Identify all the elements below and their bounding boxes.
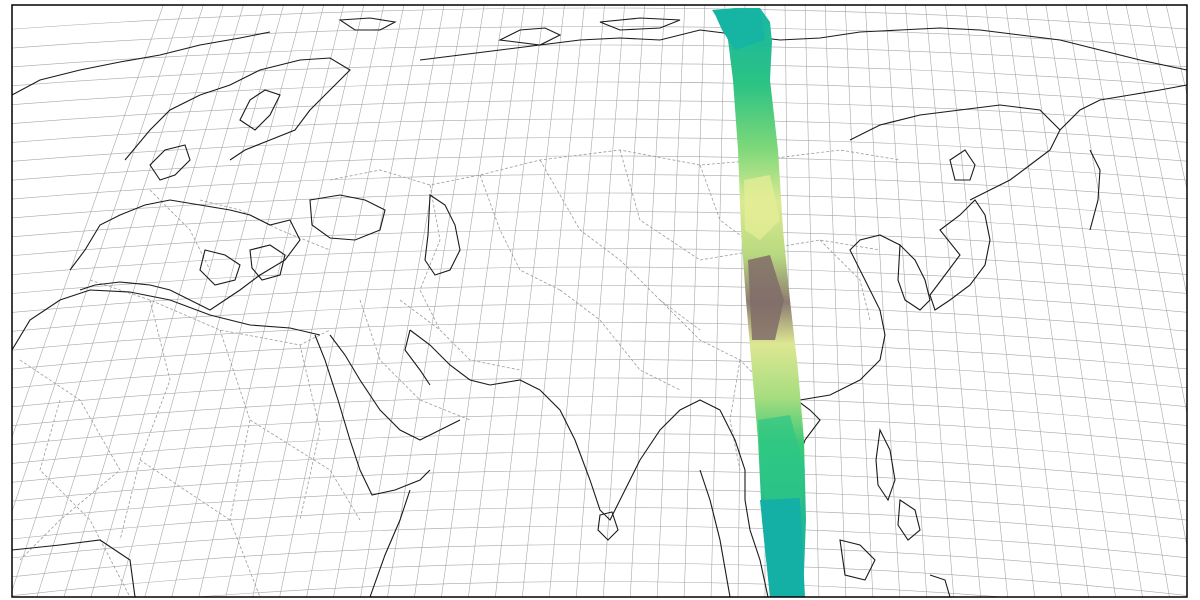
- coastlines: [12, 17, 1187, 597]
- parallel-line: [12, 118, 1187, 143]
- meridian-line: [1025, 5, 1116, 597]
- meridian-line: [171, 5, 325, 597]
- meridian-line: [885, 5, 928, 597]
- meridian-line: [12, 5, 204, 592]
- parallel-line: [12, 340, 1187, 370]
- parallel-line: [12, 229, 1187, 257]
- parallel-line: [12, 396, 1187, 427]
- meridian-line: [414, 5, 505, 597]
- meridian-line: [63, 5, 244, 597]
- parallel-line: [12, 7, 1187, 30]
- meridian-line: [683, 5, 706, 597]
- meridian-line: [306, 5, 425, 597]
- parallel-line: [12, 81, 1187, 105]
- parallel-line: [12, 248, 1187, 275]
- meridian-line: [12, 5, 184, 513]
- parallel-line: [193, 581, 1007, 597]
- meridian-line: [965, 5, 1035, 597]
- parallel-line: [12, 137, 1187, 162]
- map-frame-border: [11, 4, 1188, 598]
- meridian-line: [864, 5, 901, 597]
- meridian-line: [985, 5, 1062, 597]
- parallel-line: [12, 470, 1187, 502]
- meridian-line: [1125, 5, 1187, 297]
- parallel-line: [12, 544, 1187, 578]
- meridian-line: [1105, 5, 1187, 415]
- meridian-line: [90, 5, 264, 597]
- meridian-line: [844, 5, 874, 597]
- country-borders: [19, 149, 901, 597]
- meridian-line: [387, 5, 485, 597]
- parallel-line: [12, 433, 1187, 464]
- meridian-line: [925, 5, 982, 597]
- meridian-line: [36, 5, 224, 597]
- parallel-line: [12, 507, 1187, 540]
- meridian-line: [1145, 5, 1187, 191]
- map-background: [12, 5, 1187, 597]
- parallel-line: [12, 562, 1187, 596]
- meridian-line: [495, 5, 565, 597]
- meridian-line: [117, 5, 284, 597]
- meridian-line: [575, 5, 625, 597]
- parallel-line: [12, 266, 1187, 294]
- parallel-line: [12, 26, 1187, 49]
- parallel-line: [12, 451, 1187, 483]
- meridian-line: [1045, 5, 1143, 597]
- parallel-line: [12, 359, 1187, 389]
- meridian-line: [252, 5, 385, 597]
- meridian-line: [468, 5, 545, 597]
- meridian-line: [804, 5, 820, 597]
- elevation-swath: [712, 8, 806, 597]
- parallel-line: [12, 322, 1187, 351]
- parallel-line: [12, 414, 1187, 445]
- meridian-line: [441, 5, 525, 597]
- meridian-line: [1005, 5, 1089, 597]
- meridian-line: [824, 5, 847, 597]
- parallel-line: [12, 100, 1187, 124]
- meridian-line: [656, 5, 686, 597]
- parallel-line: [12, 155, 1187, 181]
- meridian-line: [1065, 5, 1170, 597]
- meridian-line: [279, 5, 405, 597]
- meridian-line: [629, 5, 666, 597]
- meridian-line: [945, 5, 1008, 597]
- meridian-line: [522, 5, 585, 597]
- meridian-line: [333, 5, 445, 597]
- parallel-line: [12, 377, 1187, 408]
- meridian-line: [602, 5, 645, 597]
- meridian-line: [360, 5, 465, 597]
- parallel-line: [12, 192, 1187, 219]
- meridian-line: [710, 5, 726, 597]
- meridian-line: [548, 5, 605, 597]
- parallel-line: [12, 44, 1187, 68]
- parallel-line: [12, 63, 1187, 87]
- parallel-line: [12, 488, 1187, 521]
- parallel-line: [12, 525, 1187, 559]
- parallel-line: [12, 285, 1187, 313]
- meridian-line: [1085, 5, 1187, 549]
- meridian-line: [225, 5, 365, 597]
- parallel-line: [12, 174, 1187, 200]
